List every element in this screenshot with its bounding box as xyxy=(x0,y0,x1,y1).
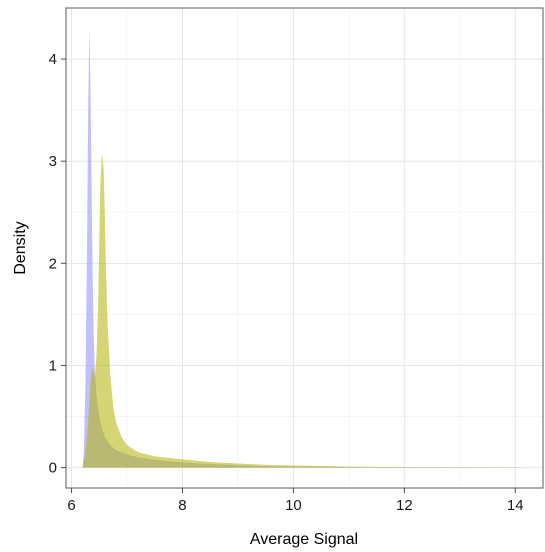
major-gridlines xyxy=(66,8,543,488)
x-tick-label: 8 xyxy=(178,497,186,514)
x-axis-ticks: 6 8 10 12 14 xyxy=(67,488,524,514)
x-tick-label: 12 xyxy=(396,497,413,514)
x-axis-title: Average Signal xyxy=(250,531,358,548)
x-tick-label: 10 xyxy=(285,497,302,514)
panel-background xyxy=(66,8,543,488)
panel-border xyxy=(65,7,544,489)
y-axis-title: Density xyxy=(12,221,29,274)
y-tick-label: 0 xyxy=(49,460,57,477)
y-tick-label: 2 xyxy=(49,255,57,272)
x-tick-label: 14 xyxy=(507,497,524,514)
y-tick-label: 3 xyxy=(49,153,57,170)
y-tick-label: 4 xyxy=(49,51,57,68)
y-axis-ticks: 0 1 2 3 4 xyxy=(49,51,66,477)
minor-gridlines xyxy=(66,8,543,488)
x-tick-label: 6 xyxy=(67,497,75,514)
y-tick-label: 1 xyxy=(49,357,57,374)
